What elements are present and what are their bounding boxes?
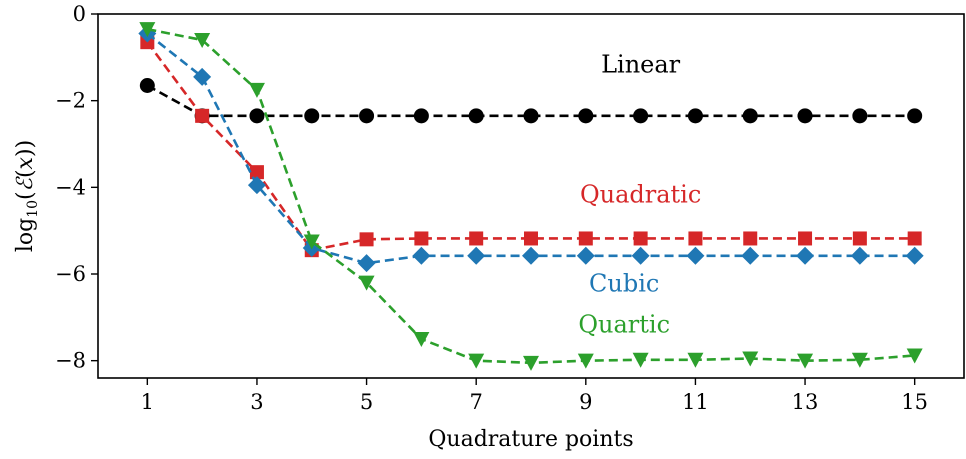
linear-point [687,108,703,124]
cubic-point [247,176,266,195]
quadratic-point [414,231,429,246]
y-tick-label: −6 [55,262,86,286]
quadratic-point [688,231,703,246]
x-axis-label: Quadrature points [428,427,633,452]
cubic-point [576,246,595,265]
cubic-point [193,67,212,86]
y-label-x: x [13,156,38,169]
quadratic-point [359,232,374,247]
plot-area-frame [97,13,965,379]
linear-series-label: Linear [601,51,681,79]
quartic-point [358,275,375,291]
cubic-point [850,246,869,265]
linear-point [797,108,813,124]
series-quadratic [140,35,922,258]
cubic-point [686,246,705,265]
x-tick-label: 3 [250,390,263,414]
linear-point [413,108,429,124]
linear-line [146,84,915,118]
quartic-point [194,33,211,48]
quartic-point [303,234,320,250]
x-tick-label: 13 [792,390,819,414]
y-axis-label: log10(ℰ(x)) [13,140,41,252]
quartic-point [139,22,156,38]
linear-point [468,108,484,124]
y-tick-label: −2 [55,89,86,113]
quadratic-point [249,165,264,180]
quartic-point [577,353,594,369]
quartic-line [147,27,915,365]
cubic-point [522,246,540,265]
linear-point [523,108,539,124]
y-label-log: log [13,218,38,252]
y-label-paren-open: ( [13,191,38,200]
linear-point [304,108,320,124]
linear-point [742,108,758,124]
cubic-point [357,254,376,273]
quadratic-point [907,231,922,246]
quartic-point [413,332,430,347]
quartic-series-label: Quartic [578,311,670,339]
y-tick-label: −8 [55,349,86,373]
y-label-paren-open-2: ( [13,169,38,178]
cubic-series-label: Cubic [589,269,659,297]
quartic-point [742,351,759,367]
x-tick-label: 7 [470,390,483,414]
linear-point [359,108,375,124]
linear-point [633,108,649,124]
quadratic-point [798,231,813,246]
quartic-point [851,352,868,368]
x-tick-label: 9 [579,390,592,414]
quadratic-point [195,108,210,123]
quadratic-point [743,231,758,246]
series-quartic [139,22,923,371]
x-tick-label: 11 [682,390,709,414]
quadratic-point [578,231,593,246]
tick-layer: 1 3 5 7 9 11 13 150−2−4−6−8 [55,2,928,414]
cubic-point [467,246,486,265]
series-cubic [138,24,924,273]
series-label-layer: Linear Quadratic Cubic Quartic [578,51,701,339]
y-label-script-e: ℰ [13,175,38,191]
cubic-line [146,32,915,265]
linear-point [139,78,155,93]
quartic-point [468,353,485,369]
quadratic-line [146,41,915,252]
y-label-paren-close: )) [13,140,38,157]
quadratic-point [633,231,648,246]
cubic-point [905,246,924,265]
linear-point [578,108,594,124]
cubic-point [631,246,650,265]
linear-point [907,108,923,124]
linear-point [852,108,868,124]
cubic-point [741,246,760,265]
quadratic-point [524,231,538,246]
x-tick-label: 15 [901,390,928,414]
y-tick-label: 0 [73,2,86,26]
y-label-subscript: 10 [25,200,41,218]
quadratic-series-label: Quadratic [580,181,701,209]
linear-point [249,108,265,124]
quadratic-point [469,231,484,246]
quartic-point [687,352,704,368]
quartic-point [632,352,649,368]
quartic-point [797,353,814,369]
quartic-point [523,355,539,371]
quartic-point [248,82,265,98]
series-layer [138,22,924,371]
x-tick-label: 1 [141,390,154,414]
y-tick-label: −4 [55,175,86,199]
cubic-point [796,246,815,265]
cubic-point [412,246,431,265]
quadratic-point [852,231,867,246]
x-tick-label: 5 [360,390,373,414]
quartic-point [906,348,923,364]
